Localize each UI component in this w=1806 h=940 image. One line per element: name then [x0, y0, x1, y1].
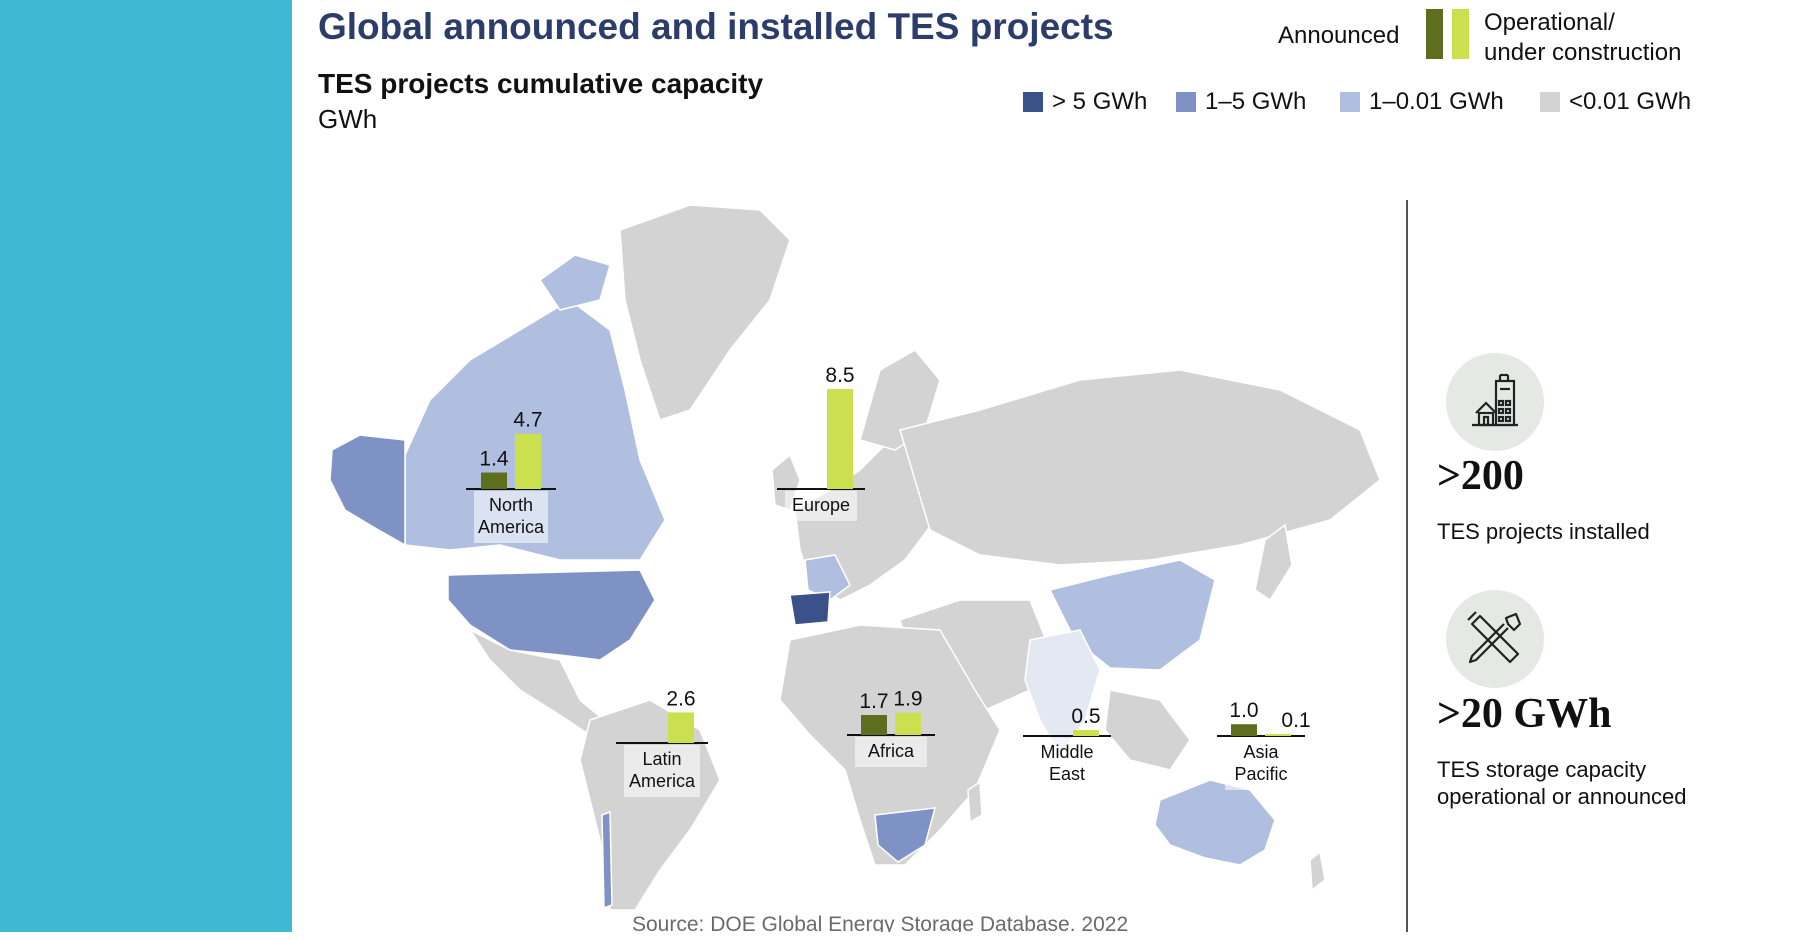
australia-shape: [1154, 779, 1276, 866]
panel-divider: [1406, 200, 1408, 940]
legend-operational-label-line1: Operational/: [1484, 9, 1615, 36]
bar-operational-europe: [827, 389, 853, 489]
side-accent-band: [0, 0, 292, 932]
arctic-islands-shape: [538, 254, 611, 311]
data-label-operational-north-america: 4.7: [513, 409, 542, 432]
legend-bin-small-label: 1–0.01 GWh: [1369, 88, 1504, 115]
world-map-chart: 1.44.7NorthAmerica8.5Europe2.6LatinAmeri…: [329, 204, 1381, 911]
data-label-announced-north-america: 1.4: [479, 448, 509, 471]
region-name-latin-america-line2: America: [629, 771, 696, 791]
legend-bin-tiny-label: <0.01 GWh: [1569, 88, 1692, 115]
legend-bin-over5-swatch: [1023, 92, 1043, 112]
usa-shape: [447, 569, 656, 661]
region-label-bg-asia-pacific: [1225, 738, 1297, 790]
region-label-bg-africa: [855, 737, 927, 767]
legend-operational-label-line2: under construction: [1484, 39, 1682, 66]
legend-bin-1to5-label: 1–5 GWh: [1205, 88, 1307, 115]
greenland-shape: [619, 204, 791, 421]
region-name-north-america-line1: North: [489, 495, 533, 515]
bar-announced-asia-pacific: [1231, 724, 1257, 736]
legend-bin-small-swatch: [1340, 92, 1360, 112]
madagascar-shape: [967, 780, 983, 824]
stat-projects-value: >200: [1437, 453, 1524, 499]
region-name-latin-america-line1: Latin: [642, 749, 681, 769]
data-label-announced-asia-pacific: 1.0: [1229, 699, 1258, 722]
unit-label: GWh: [318, 104, 378, 134]
south-america-shape: [579, 699, 721, 911]
data-label-operational-africa: 1.9: [893, 688, 922, 711]
data-label-operational-middle-east: 0.5: [1071, 705, 1100, 728]
region-label-bg-middle-east: [1031, 738, 1103, 790]
se-asia-shape: [1104, 689, 1191, 771]
buildings-icon: [1472, 373, 1518, 427]
bottom-strip: [0, 932, 1806, 940]
legend-bin-over5-label: > 5 GWh: [1052, 88, 1148, 115]
stat-capacity-caption-line2: operational or announced: [1437, 784, 1687, 809]
region-name-africa-line1: Africa: [868, 741, 915, 761]
region-bars-layer: 1.44.7NorthAmerica8.5Europe2.6LatinAmeri…: [466, 364, 1311, 797]
legend-announced-label: Announced: [1278, 22, 1400, 49]
bar-operational-africa: [895, 712, 921, 735]
france-shape: [804, 554, 851, 601]
bar-operational-north-america: [515, 433, 541, 489]
alaska-shape: [329, 434, 406, 547]
bar-operational-latin-america: [668, 712, 694, 743]
region-name-middle-east-line1: Middle: [1040, 742, 1093, 762]
canada-shape: [404, 299, 666, 561]
russia-shape: [899, 369, 1381, 566]
buildings-icon-circle: [1446, 353, 1544, 451]
legend-operational-swatch: [1452, 9, 1469, 59]
region-name-north-america-line2: America: [478, 517, 545, 537]
legend-bin-1to5-swatch: [1176, 92, 1196, 112]
legend-bin-tiny-swatch: [1540, 92, 1560, 112]
legend-announced-swatch: [1426, 9, 1443, 59]
bar-operational-asia-pacific: [1265, 734, 1291, 736]
japan-shape: [1254, 523, 1293, 602]
stat-projects-caption: TES projects installed: [1437, 519, 1650, 544]
south-africa-shape: [874, 807, 937, 863]
bar-announced-africa: [861, 715, 887, 735]
data-label-operational-europe: 8.5: [825, 364, 854, 387]
region-name-europe-line1: Europe: [792, 495, 850, 515]
world-map: [329, 204, 1381, 911]
stat-capacity-value: >20 GWh: [1437, 691, 1612, 737]
chile-strip-shape: [601, 810, 613, 910]
chart-subtitle: TES projects cumulative capacity: [318, 68, 764, 99]
bar-announced-north-america: [481, 472, 507, 489]
source-note: Source: DOE Global Energy Storage Databa…: [632, 913, 1129, 936]
data-label-announced-africa: 1.7: [859, 690, 888, 713]
region-label-bg-north-america: [474, 491, 548, 543]
page-title: Global announced and installed TES proje…: [318, 6, 1114, 47]
bar-operational-middle-east: [1073, 730, 1099, 736]
stat-capacity-caption-line1: TES storage capacity: [1437, 757, 1647, 782]
new-zealand-shape: [1309, 850, 1326, 892]
data-label-operational-asia-pacific: 0.1: [1281, 709, 1310, 732]
region-label-bg-europe: [785, 491, 857, 521]
india-shape: [1024, 629, 1101, 757]
tools-icon-circle: [1446, 590, 1544, 688]
region-name-middle-east-line2: East: [1049, 764, 1085, 784]
region-name-asia-pacific-line1: Asia: [1243, 742, 1279, 762]
region-label-bg-latin-america: [624, 745, 700, 797]
data-label-operational-latin-america: 2.6: [666, 687, 695, 710]
tools-icon: [1467, 611, 1522, 664]
spain-shape: [789, 591, 831, 626]
region-name-asia-pacific-line2: Pacific: [1234, 764, 1287, 784]
